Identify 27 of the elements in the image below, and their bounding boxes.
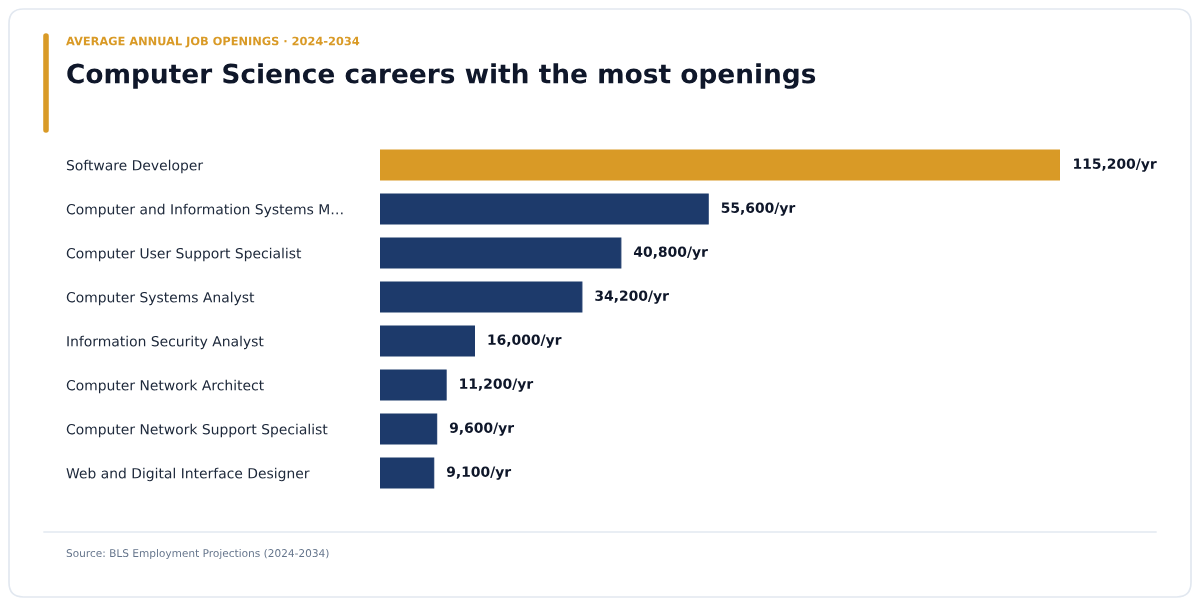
- data-label: 9,600/yr: [449, 422, 515, 436]
- data-label: 16,000/yr: [488, 334, 562, 348]
- bar: [380, 457, 435, 489]
- bar: [380, 193, 709, 225]
- data-label: 9,100/yr: [446, 466, 512, 480]
- y-tick-label: Computer Network Support Specialist: [66, 423, 328, 438]
- data-label: 55,600/yr: [721, 202, 796, 216]
- y-tick-label: Computer and Information Systems M…: [66, 203, 343, 218]
- bar: [380, 237, 622, 269]
- y-tick-label: Information Security Analyst: [67, 335, 264, 350]
- y-tick-label: Computer Network Architect: [66, 379, 264, 394]
- chart-title: Computer Science careers with the most openings: [67, 63, 816, 89]
- y-tick-label: Web and Digital Interface Designer: [66, 467, 310, 482]
- data-label: 40,800/yr: [633, 246, 708, 260]
- bar: [380, 325, 475, 357]
- bar: [380, 281, 583, 313]
- text: AVERAGE ANNUAL JOB OPENINGS · 2024-2034: [66, 36, 360, 48]
- y-tick-label: Computer User Support Specialist: [66, 247, 302, 262]
- bar: [380, 413, 438, 445]
- source-note: Source: BLS Employment Projections (2024-2034): [66, 548, 329, 560]
- data-label: 34,200/yr: [595, 290, 669, 304]
- bar: [380, 149, 1060, 181]
- data-label: 115,200/yr: [1074, 158, 1157, 172]
- y-tick-label: Computer Systems Analyst: [66, 291, 255, 306]
- bar: [380, 369, 447, 401]
- y-tick-label: Software Developer: [66, 159, 204, 174]
- data-label: 11,200/yr: [460, 378, 534, 392]
